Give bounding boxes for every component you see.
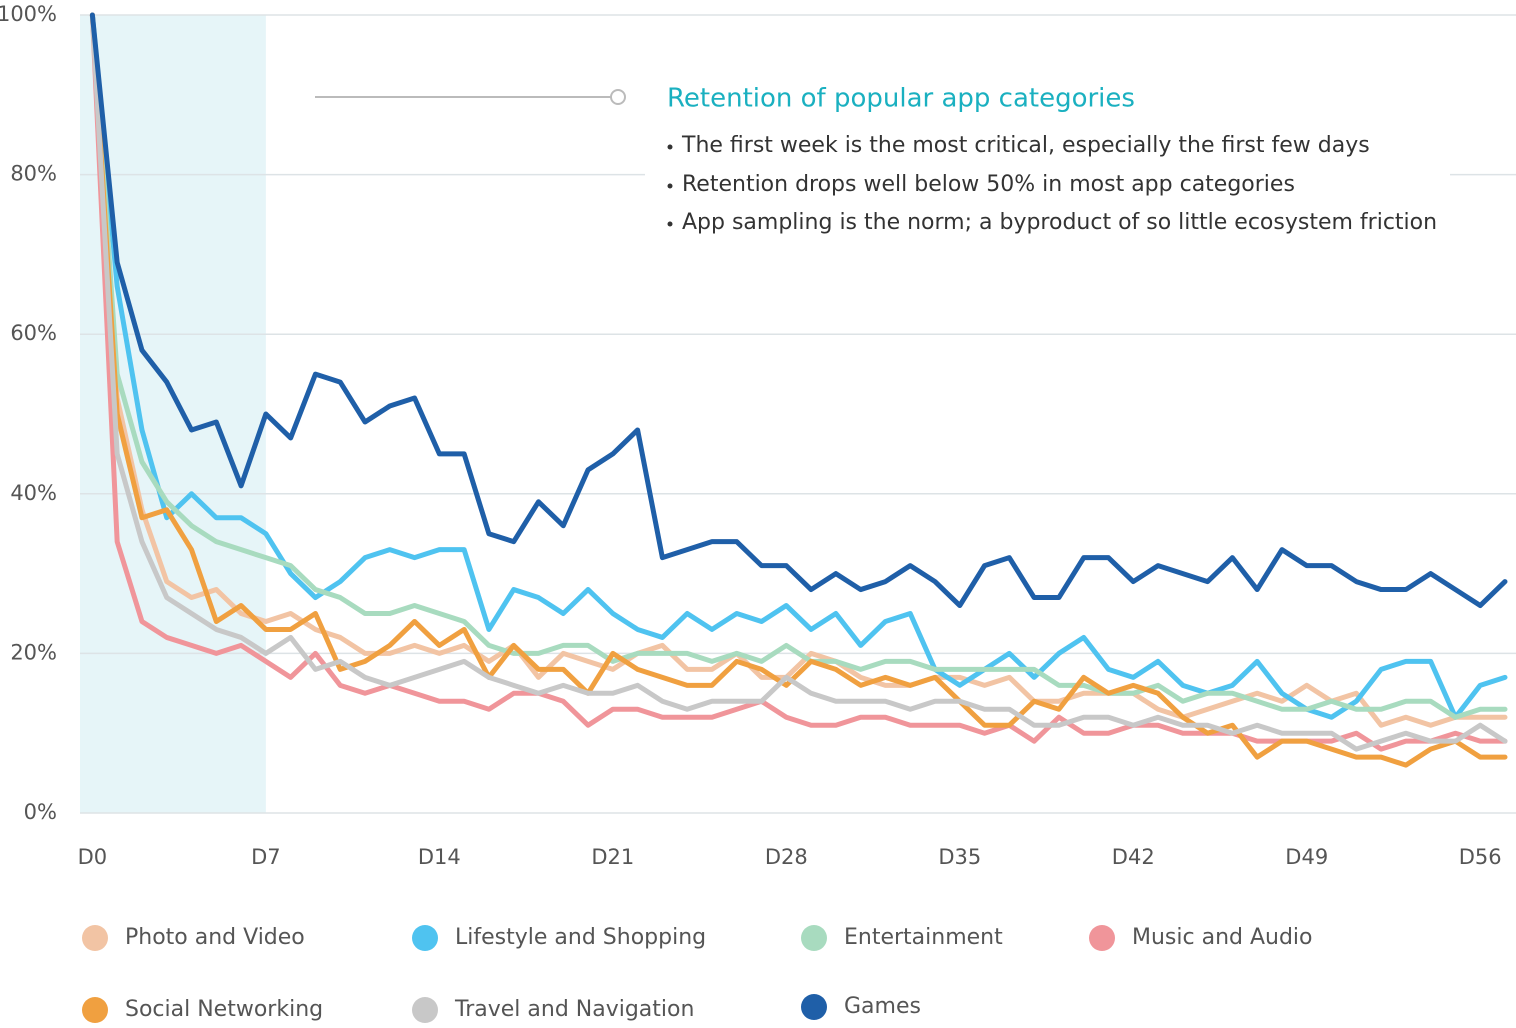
x-tick-label: D21 [591,845,634,869]
series-line [89,12,1508,720]
legend-label: Music and Audio [1132,925,1313,950]
annotation-bullet: App sampling is the norm; a byproduct of… [682,210,1437,235]
annotation-title: Retention of popular app categories [667,84,1135,114]
y-tick-label: 60% [10,321,57,345]
series-line [89,12,1508,728]
x-tick-label: D42 [1112,845,1155,869]
shaded-region [80,15,266,813]
annotation-bullet: Retention drops well below 50% in most a… [682,172,1295,197]
annotation-bullet: The first week is the most critical, esp… [681,133,1370,158]
x-tick-label: D28 [765,845,808,869]
legend-swatch [801,925,827,951]
bullet [667,144,673,150]
legend-label: Entertainment [844,925,1003,950]
bullet [667,221,673,227]
y-tick-label: 0% [24,800,57,824]
x-tick-label: D14 [418,845,461,869]
legend-label: Games [844,994,921,1019]
legend-swatch [82,997,108,1023]
legend-swatch [412,925,438,951]
legend-swatch [1089,925,1115,951]
legend-swatch [801,994,827,1020]
series-line [89,12,1508,609]
annotation-dot [610,89,626,105]
y-tick-label: 100% [0,2,57,26]
x-tick-label: D7 [251,845,281,869]
x-tick-label: D35 [938,845,981,869]
series-line [89,12,1508,720]
legend-label: Social Networking [125,997,323,1022]
x-tick-label: D49 [1285,845,1328,869]
legend-swatch [82,925,108,951]
annotation-box [645,60,1450,245]
series-line [89,12,1508,752]
y-tick-label: 80% [10,162,57,186]
x-tick-label: D0 [78,845,108,869]
legend-label: Travel and Navigation [454,997,694,1022]
legend-label: Photo and Video [125,925,305,950]
x-tick-label: D56 [1459,845,1502,869]
bullet [667,183,673,189]
legend-swatch [412,997,438,1023]
series-line [89,12,1508,752]
legend-label: Lifestyle and Shopping [455,925,706,950]
series-line [89,12,1508,768]
y-tick-label: 20% [10,640,57,664]
y-tick-label: 40% [10,481,57,505]
